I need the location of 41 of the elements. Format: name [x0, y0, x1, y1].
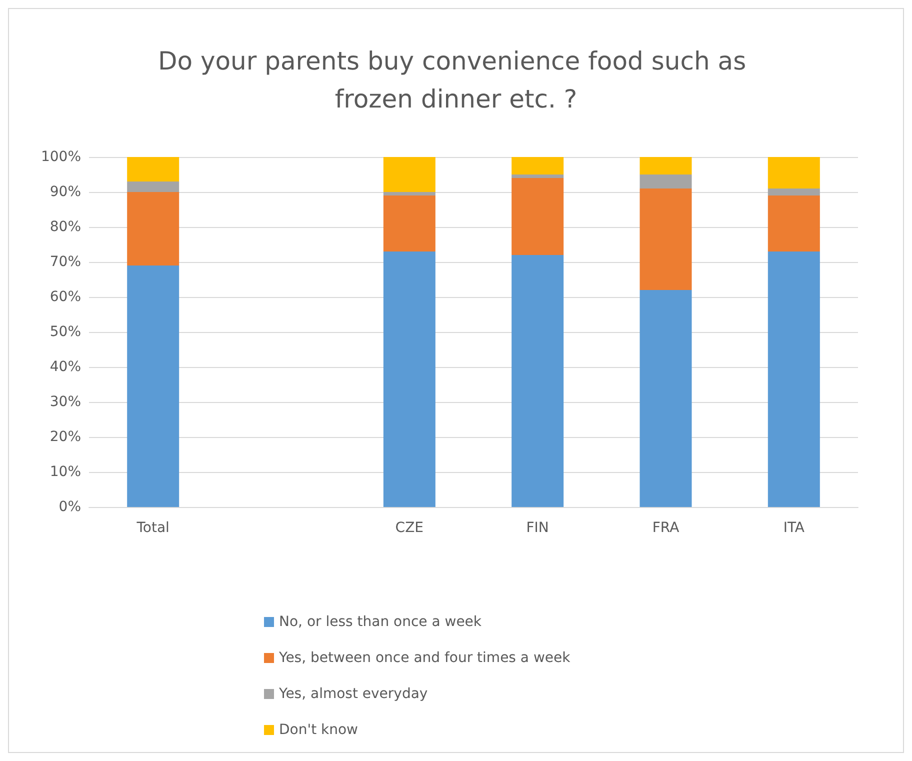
y-tick-label: 0%	[58, 499, 81, 515]
bar	[512, 174, 564, 178]
y-tick-label: 40%	[50, 359, 81, 375]
bar	[383, 196, 436, 252]
bar	[768, 252, 820, 507]
bar	[512, 157, 564, 174]
x-tick-label: ITA	[783, 520, 805, 536]
bar	[127, 266, 180, 507]
y-tick-label: 10%	[50, 464, 81, 480]
chart-title: Do your parents buy convenience food such as frozen dinner etc. ?	[158, 46, 754, 114]
bar	[383, 157, 436, 192]
y-tick-label: 20%	[50, 429, 81, 445]
x-tick-label: FIN	[526, 520, 549, 536]
y-tick-label: 70%	[50, 254, 81, 270]
bar	[127, 192, 180, 266]
bar	[768, 157, 820, 188]
bar	[640, 188, 692, 290]
x-tick-label: Total	[136, 520, 170, 536]
y-tick-label: 30%	[50, 394, 81, 410]
legend-label: Don't know	[279, 722, 358, 738]
y-tick-label: 50%	[50, 324, 81, 340]
bar	[640, 290, 692, 507]
x-tick-label: CZE	[395, 520, 424, 536]
bar	[127, 157, 180, 182]
y-tick-label: 90%	[50, 184, 81, 200]
legend-label: No, or less than once a week	[279, 614, 482, 630]
bar	[127, 182, 180, 192]
y-tick-label: 60%	[50, 289, 81, 305]
bar	[768, 188, 820, 196]
legend-label: Yes, almost everyday	[278, 686, 428, 702]
x-tick-label: FRA	[652, 520, 680, 536]
bar	[768, 196, 820, 252]
bar	[383, 252, 436, 507]
legend-label: Yes, between once and four times a week	[278, 650, 572, 666]
bar	[640, 157, 692, 174]
bar	[640, 174, 692, 188]
y-tick-label: 80%	[50, 219, 81, 235]
bar	[383, 192, 436, 196]
y-tick-label: 100%	[40, 149, 81, 165]
bar	[512, 178, 564, 255]
bar	[512, 255, 564, 507]
